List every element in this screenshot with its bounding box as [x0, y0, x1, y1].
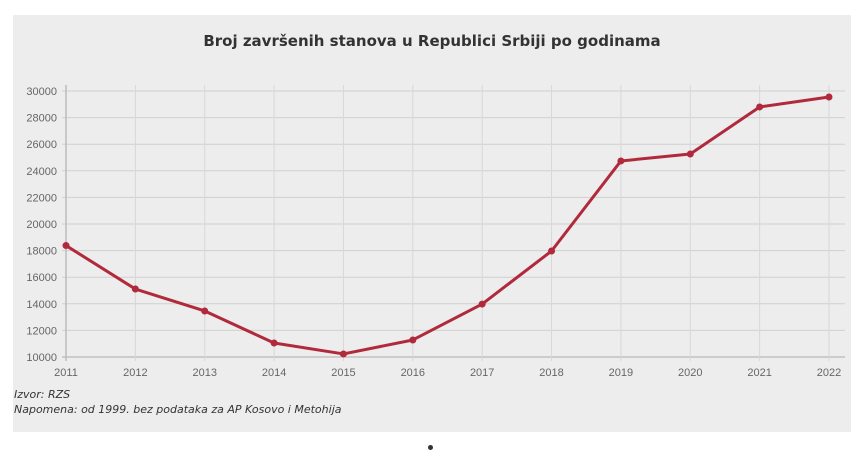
- y-tick-label: 10000: [26, 352, 57, 364]
- y-tick-label: 14000: [26, 299, 57, 311]
- data-point: [131, 285, 139, 293]
- y-tick-label: 12000: [26, 325, 57, 337]
- data-point: [686, 150, 694, 158]
- data-point: [62, 242, 70, 250]
- x-tick-label: 2016: [401, 367, 425, 379]
- y-tick-label: 16000: [26, 272, 57, 284]
- x-tick-label: 2014: [262, 367, 286, 379]
- data-point: [617, 157, 625, 165]
- data-point: [409, 336, 417, 344]
- x-tick-label: 2022: [817, 367, 841, 379]
- data-point: [478, 300, 486, 308]
- data-point: [825, 93, 833, 101]
- x-tick-label: 2013: [192, 367, 216, 379]
- data-point: [339, 350, 347, 358]
- x-tick-label: 2011: [54, 367, 78, 379]
- x-tick-label: 2015: [331, 367, 355, 379]
- y-tick-label: 20000: [26, 219, 57, 231]
- data-point: [270, 339, 278, 347]
- x-tick-label: 2018: [539, 367, 563, 379]
- data-point: [201, 307, 209, 315]
- x-tick-label: 2012: [123, 367, 147, 379]
- x-tick-label: 2017: [470, 367, 494, 379]
- y-tick-label: 26000: [26, 139, 57, 151]
- source-note: Izvor: RZS: [14, 388, 71, 401]
- y-tick-label: 28000: [26, 113, 57, 125]
- data-point: [548, 247, 556, 255]
- pagination-dot[interactable]: [428, 445, 433, 450]
- x-tick-label: 2021: [747, 367, 771, 379]
- remark-note: Napomena: od 1999. bez podataka za AP Ko…: [14, 403, 342, 416]
- y-tick-label: 30000: [26, 86, 57, 98]
- series-line: [65, 95, 830, 356]
- y-tick-label: 24000: [26, 166, 57, 178]
- y-tick-label: 18000: [26, 246, 57, 258]
- y-tick-label: 22000: [26, 192, 57, 204]
- x-tick-label: 2019: [609, 367, 633, 379]
- data-point: [756, 103, 764, 111]
- chart-title: Broj završenih stanova u Republici Srbij…: [203, 32, 661, 50]
- x-tick-label: 2020: [678, 367, 702, 379]
